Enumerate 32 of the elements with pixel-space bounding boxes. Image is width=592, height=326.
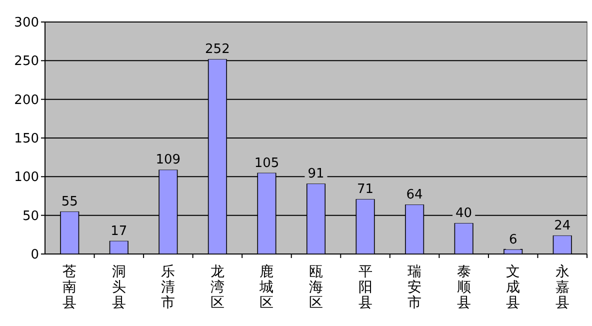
y-tick-label: 250	[14, 54, 39, 70]
x-tick-label: 瑞安市	[408, 264, 422, 311]
y-tick-label: 300	[14, 16, 39, 30]
data-label: 252	[205, 42, 230, 58]
data-label: 109	[156, 152, 181, 168]
x-tick-label: 鹿城区	[258, 264, 274, 311]
bar	[504, 248, 523, 254]
x-tick-label: 永嘉县	[555, 264, 570, 311]
data-label: 55	[61, 194, 78, 210]
data-label: 24	[554, 218, 571, 234]
y-tick-label: 0	[30, 248, 39, 262]
data-label: 91	[308, 166, 324, 182]
x-tick-label: 平阳县	[358, 264, 372, 311]
data-label: 71	[357, 182, 374, 198]
x-tick-label: 乐清市	[161, 264, 176, 311]
y-tick-label: 50	[22, 208, 39, 224]
y-tick-label: 100	[14, 170, 39, 186]
x-tick-label: 洞头县	[112, 264, 126, 311]
data-label: 40	[456, 206, 472, 222]
y-tick-label: 150	[14, 132, 39, 146]
x-tick-label: 瓯海区	[309, 264, 323, 311]
x-tick-label: 文成县	[506, 264, 520, 311]
data-label: 17	[110, 224, 128, 239]
data-label: 6	[508, 232, 518, 248]
data-label: 105	[254, 156, 280, 171]
x-tick-label: 龙湾区	[210, 264, 224, 311]
bar	[109, 240, 128, 254]
y-tick-label: 200	[14, 92, 39, 108]
x-tick-label: 泰顺县	[456, 264, 471, 311]
x-tick-label: 苍南县	[62, 264, 77, 311]
data-label: 64	[406, 188, 423, 203]
bar	[552, 235, 572, 254]
